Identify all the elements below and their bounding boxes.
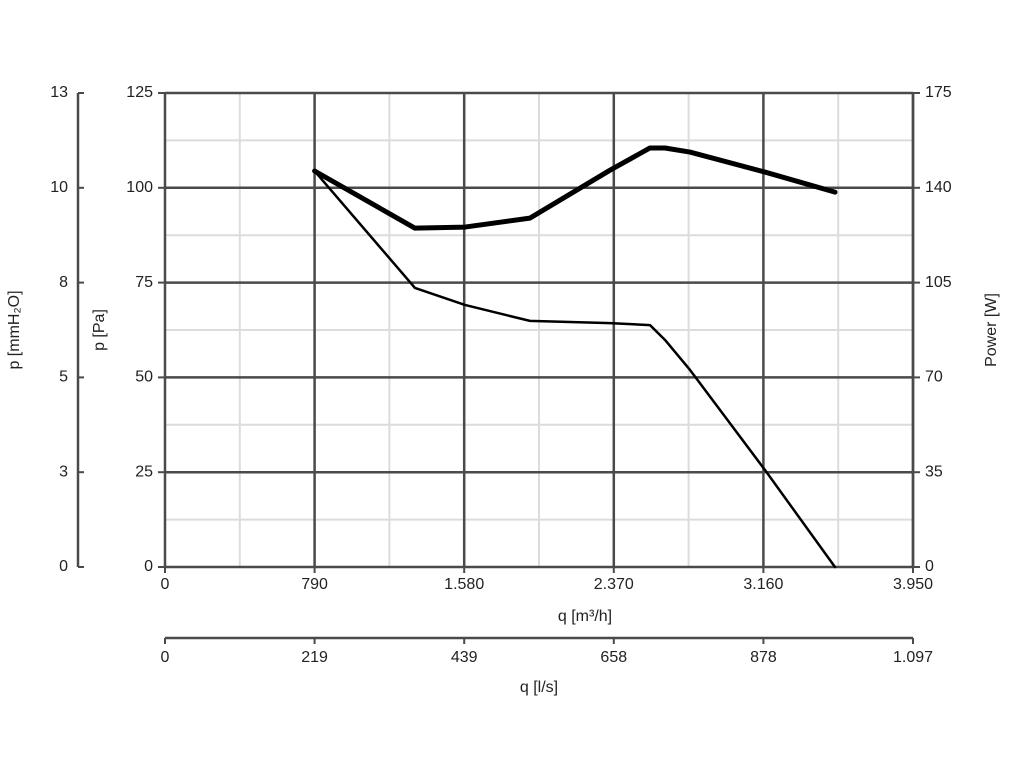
y3-tick-label: 5 <box>59 369 68 386</box>
y3-tick-label: 3 <box>59 463 68 480</box>
y3-tick-label: 10 <box>50 179 68 196</box>
x2-tick-label: 1.097 <box>893 649 933 666</box>
y-tick-label: 75 <box>135 274 153 291</box>
x2-axis-label: q [l/s] <box>520 679 558 696</box>
y-tick-label: 0 <box>144 558 153 575</box>
x2-tick-label: 439 <box>451 649 478 666</box>
y2-tick-label: 70 <box>925 369 943 386</box>
y-axis-label: p [Pa] <box>91 309 108 351</box>
y2-tick-label: 35 <box>925 463 943 480</box>
data-line <box>312 145 838 231</box>
y2-tick-label: 140 <box>925 179 952 196</box>
y2-tick-label: 0 <box>925 558 934 575</box>
y3-tick-label: 0 <box>59 558 68 575</box>
y-tick-label: 100 <box>126 179 153 196</box>
x-tick-label: 1.580 <box>444 576 484 593</box>
x2-tick-label: 658 <box>600 649 627 666</box>
x2-tick-label: 219 <box>301 649 328 666</box>
data-line <box>313 169 837 569</box>
x2-tick-label: 0 <box>161 649 170 666</box>
x-axis-label: q [m³/h] <box>558 608 612 625</box>
x-tick-label: 2.370 <box>594 576 634 593</box>
y-tick-label: 50 <box>135 369 153 386</box>
x-tick-label: 790 <box>301 576 328 593</box>
y2-tick-label: 175 <box>925 84 952 101</box>
y2-tick-label: 105 <box>925 274 952 291</box>
y-tick-label: 125 <box>126 84 153 101</box>
x-tick-label: 3.950 <box>893 576 933 593</box>
y-tick-label: 25 <box>135 463 153 480</box>
y3-tick-label: 13 <box>50 84 68 101</box>
x-tick-label: 0 <box>161 576 170 593</box>
y3-tick-label: 8 <box>59 274 68 291</box>
y2-axis-label: Power [W] <box>983 293 1000 367</box>
y3-axis-label: p [mmH₂O] <box>6 290 23 369</box>
x2-tick-label: 878 <box>750 649 777 666</box>
x-tick-label: 3.160 <box>743 576 783 593</box>
